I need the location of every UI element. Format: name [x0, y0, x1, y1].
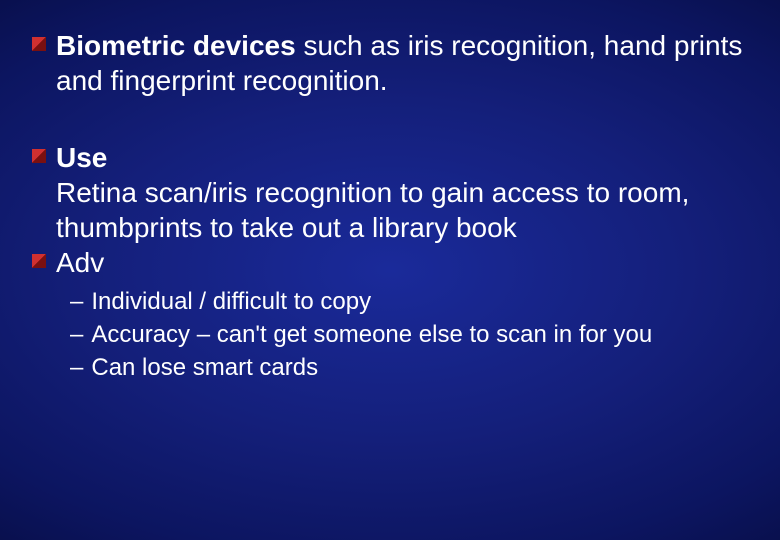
square-bullet-icon — [32, 149, 46, 163]
bullet-1-text: Biometric devices such as iris recogniti… — [56, 28, 760, 98]
bullet-item-1: Biometric devices such as iris recogniti… — [56, 28, 760, 98]
sub-list: – Individual / difficult to copy – Accur… — [70, 286, 760, 384]
bullet-2-lead: Use — [56, 140, 107, 175]
bullet-2-body: Retina scan/iris recognition to gain acc… — [56, 175, 760, 245]
sub-3-text: Can lose smart cards — [91, 352, 760, 383]
bullet-item-2: Use — [56, 140, 760, 175]
dash-icon: – — [70, 286, 83, 317]
sub-1-text: Individual / difficult to copy — [91, 286, 760, 317]
sub-2-text: Accuracy – can't get someone else to sca… — [91, 319, 760, 350]
sub-item-3: – Can lose smart cards — [70, 352, 760, 383]
dash-icon: – — [70, 319, 83, 350]
bullet-1-bold: Biometric devices — [56, 30, 296, 61]
bullet-3-label: Adv — [56, 245, 104, 280]
square-bullet-icon — [32, 37, 46, 51]
sub-item-2: – Accuracy – can't get someone else to s… — [70, 319, 760, 350]
square-bullet-icon — [32, 254, 46, 268]
slide-body: Biometric devices such as iris recogniti… — [0, 0, 780, 540]
spacer — [56, 98, 760, 140]
bullet-item-3: Adv — [56, 245, 760, 280]
dash-icon: – — [70, 352, 83, 383]
sub-item-1: – Individual / difficult to copy — [70, 286, 760, 317]
